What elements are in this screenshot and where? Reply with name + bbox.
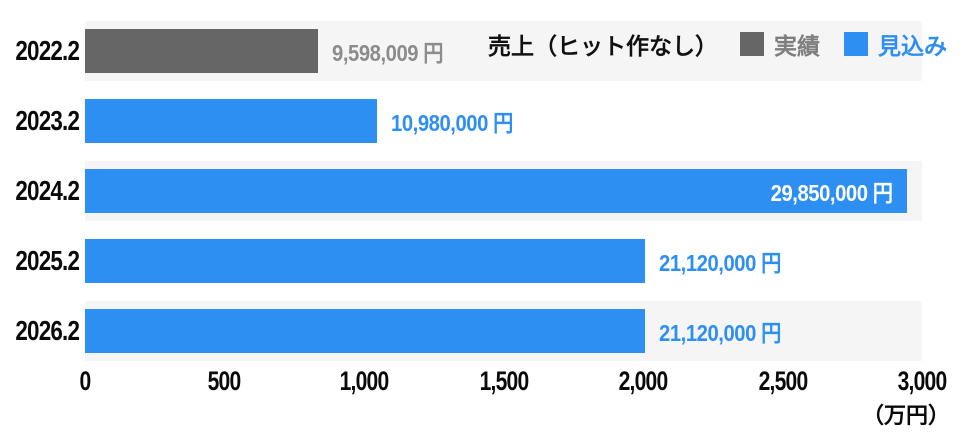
x-tick: 1,500 <box>479 366 529 396</box>
category-label: 2025.2 <box>15 245 80 276</box>
value-label: 9,598,009 円 <box>331 40 444 66</box>
legend-swatch-forecast <box>844 32 868 56</box>
x-axis: 0 500 1,000 1,500 2,000 2,500 3,000 <box>80 366 948 398</box>
x-tick: 2,500 <box>758 366 808 396</box>
bar-track: 10,980,000 円 <box>85 86 922 156</box>
bar-track: 9,598,009 円 <box>85 16 922 86</box>
chart-row-2022: 2022.2 9,598,009 円 <box>0 16 968 86</box>
chart-row-2026: 2026.2 21,120,000 円 <box>0 296 968 366</box>
x-tick: 1,000 <box>339 366 390 396</box>
legend-swatch-actual <box>740 32 764 56</box>
value-label: 21,120,000 円 <box>658 250 781 276</box>
axis-unit-label: （万円） <box>861 403 950 428</box>
bar-actual-2022 <box>85 29 318 73</box>
bar-forecast-2023 <box>85 99 378 143</box>
value-label: 29,850,000 円 <box>771 180 893 206</box>
category-label: 2023.2 <box>15 105 80 136</box>
bar-track: 21,120,000 円 <box>85 296 922 366</box>
legend: 売上（ヒット作なし） 実績 見込み <box>488 27 947 61</box>
chart-row-2024: 2024.2 29,850,000 円 <box>0 156 968 226</box>
legend-label-forecast: 見込み <box>878 33 947 59</box>
bar-forecast-2025 <box>85 239 645 283</box>
chart-row-2023: 2023.2 10,980,000 円 <box>0 86 968 156</box>
chart-title: 売上（ヒット作なし） <box>488 33 718 59</box>
bar-track: 29,850,000 円 <box>85 156 922 226</box>
bar-track: 21,120,000 円 <box>85 226 922 296</box>
x-tick: 500 <box>208 366 242 396</box>
x-tick: 0 <box>79 366 92 396</box>
plot-area: 2022.2 9,598,009 円 2023.2 10,980,000 円 2… <box>0 16 968 366</box>
bar-forecast-2024 <box>85 169 907 213</box>
value-label: 21,120,000 円 <box>658 320 781 346</box>
legend-item-forecast: 見込み <box>844 27 947 61</box>
value-label: 10,980,000 円 <box>391 110 514 136</box>
chart-row-2025: 2025.2 21,120,000 円 <box>0 226 968 296</box>
category-label: 2022.2 <box>15 35 80 66</box>
category-label: 2024.2 <box>15 175 80 206</box>
legend-item-actual: 実績 <box>740 27 820 61</box>
x-tick: 3,000 <box>897 366 948 396</box>
bar-forecast-2026 <box>85 309 645 353</box>
category-label: 2026.2 <box>15 315 80 346</box>
x-tick: 2,000 <box>618 366 669 396</box>
legend-label-actual: 実績 <box>774 33 820 59</box>
